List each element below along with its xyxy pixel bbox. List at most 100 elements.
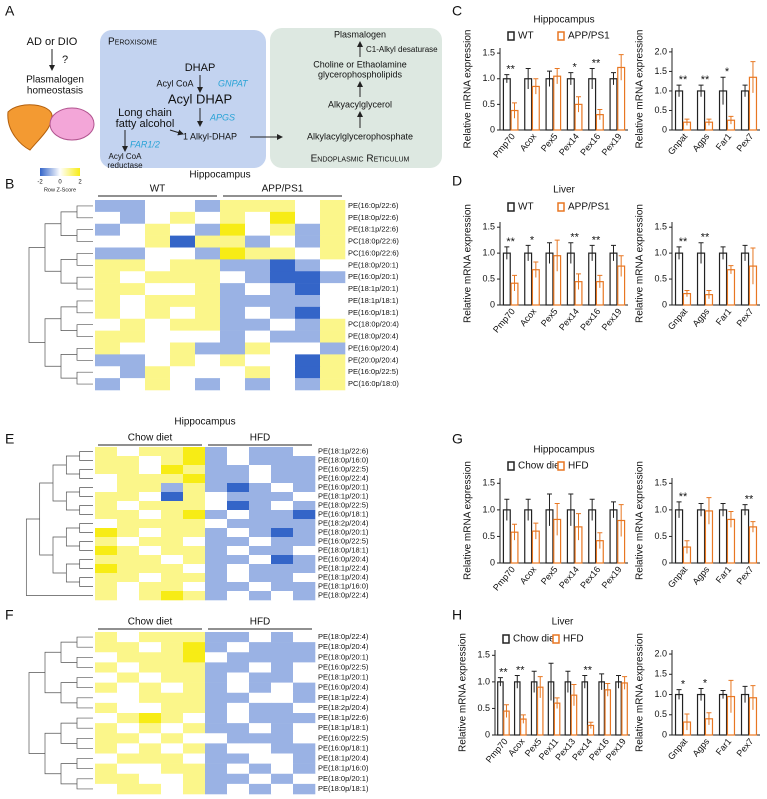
heatmap-cell [320,295,346,308]
heatmap-cell [170,330,196,343]
heatmap-cell [170,318,196,331]
outcome: Plasmalogen [26,75,84,86]
bar [604,689,612,736]
heatmap-cell [145,259,171,272]
enzyme: GNPAT [218,78,249,88]
heatmap-cell [170,271,196,284]
bar [513,681,521,736]
dendrogram [76,778,93,790]
heatmap-cell [295,295,321,308]
heatmap-cell [183,632,206,643]
error-bar [706,497,712,525]
heatmap-cell [205,632,228,643]
heatmap-cell [295,366,321,379]
row-label: PE(16:0p/18:1) [348,308,399,317]
outcome: homeostasis [27,86,83,97]
heatmap-cell [117,492,140,502]
x-tick-label: Pmp70 [491,564,517,592]
error-bar [565,670,571,693]
heatmap-cell [271,642,294,653]
dendrogram [76,737,93,749]
heatmap-cell [249,783,272,795]
heatmap-cell [139,555,162,565]
row-label: PE(20:0p/20:4) [348,355,399,364]
heatmap-cell [320,318,346,331]
heatmap-cell [245,295,271,308]
error-bar [728,510,734,528]
heatmap-cell [295,342,321,355]
heatmap-cell [95,573,118,583]
heatmap-cell [95,501,118,511]
heatmap-cell [145,330,171,343]
enzyme-name: C1-Alkyl desaturase [366,45,438,54]
group-label: Chow diet [128,617,173,628]
heatmap-cell [249,573,272,583]
enzyme: FAR1/2 [130,139,160,149]
heatmap-cell [249,537,272,547]
y-tick-label: 2.0 [654,648,667,658]
error-bar [698,84,704,97]
y-tick-label: 1.5 [654,478,667,488]
heatmap-cell [117,519,140,529]
x-tick-label: Agps [691,131,712,154]
significance: ** [592,57,601,69]
metabolite: Alkyacylglycerol [328,99,392,109]
heatmap-cell [249,474,272,484]
heatmap-cell [293,692,316,704]
heatmap-cell [249,723,272,734]
heatmap-cell [270,271,296,284]
y-tick-label: 0.5 [482,273,495,283]
error-bar [720,246,726,260]
heatmap-cell [183,672,206,683]
heatmap-cell [120,295,146,308]
row-label: PE(18:1p/22:6) [318,713,369,722]
error-bar [576,513,582,541]
heatmap-cell [220,295,246,308]
y-axis-label: Relative mRNA expression [635,30,646,149]
heatmap-cell [205,713,228,724]
heatmap-cell [117,632,140,643]
error-bar [568,72,574,85]
heatmap-cell [139,763,162,775]
error-bar [706,712,712,725]
x-tick-label: Pex7 [735,306,756,328]
row-label: PE(16:0p/18:1) [318,509,369,518]
colorbar-title: Row Z-Score [44,187,76,193]
error-bar [537,676,543,698]
heatmap-cell [161,642,184,653]
metabolite: Plasmalogen [334,29,386,39]
row-label: PE(16:0p/20:1) [318,482,369,491]
heatmap-cell [293,483,316,493]
heatmap-cell [120,271,146,284]
heatmap-cell [145,354,171,367]
dendrogram [79,451,93,461]
bar [497,681,504,736]
metabolite: DHAP [185,62,216,74]
heatmap-cell [183,474,206,484]
heatmap-cell [161,652,184,663]
error-bar [728,265,734,274]
heatmap-cell [120,247,146,260]
heatmap-cell [205,528,228,538]
heatmap-cell [320,378,346,391]
colorbar-tick: -2 [37,180,43,186]
heatmap-cell [120,354,146,367]
panel-label: A [5,3,15,19]
heatmap-cell [183,519,206,529]
error-bar [597,532,603,549]
legend-label: WT [518,202,534,213]
heatmap-cell [139,662,162,673]
heatmap-cell [205,519,228,529]
error-bar [597,109,603,120]
heatmap-cell [270,354,296,367]
heatmap-cell [293,537,316,547]
heatmap-cell [183,692,206,704]
heatmap-cell [271,501,294,511]
heatmap-cell [120,306,146,320]
heatmap-cell [227,546,250,556]
heatmap-cell [220,223,246,236]
heatmap-cell [139,582,162,592]
heatmap-cell [117,555,140,565]
heatmap-cell [249,682,272,694]
y-tick-label: 1.5 [482,222,495,232]
